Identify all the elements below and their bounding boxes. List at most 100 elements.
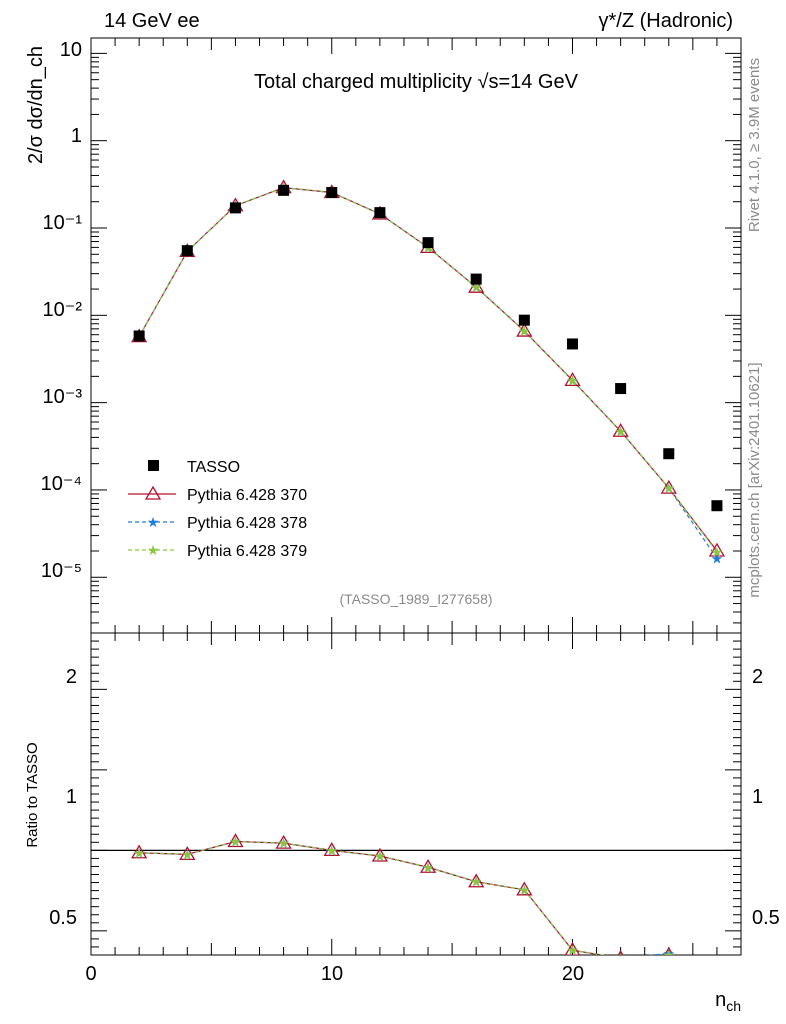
main-panel: 10 1 10⁻¹ 10⁻² 10⁻³ 10⁻⁴ 10⁻⁵ 2/σ dσ/dn_… — [25, 37, 742, 634]
ratio-marker-star: ★ — [470, 874, 483, 890]
ratio-marker-star: ★ — [662, 945, 675, 961]
ratio-y-tick-label-1: 1 — [66, 786, 77, 808]
tasso-data-point — [374, 207, 386, 219]
ratio-marker-370 — [468, 873, 485, 888]
main-y-axis-label: 2/σ dσ/dn_ch — [25, 46, 47, 164]
y-tick-label-1: 1 — [71, 125, 82, 147]
legend-label-378: Pythia 6.428 378 — [187, 515, 307, 532]
y-tick-label-0.01: 10⁻² — [43, 299, 83, 321]
tasso-data-point — [566, 338, 578, 350]
legend-marker-370 — [144, 485, 162, 500]
ratio-marker-370 — [371, 847, 389, 862]
ratio-marker-370 — [419, 858, 437, 873]
ratio-marker-star: ★ — [614, 950, 627, 966]
legend-entry-pythia-379: ★ Pythia 6.428 379 — [128, 542, 307, 560]
y-tick-label-0.1: 10⁻¹ — [43, 212, 83, 234]
ratio-series: ★ ★★ ★ ★ ★★★★★★ ★★ ★★ ★ ★ ★★★★★★ ★ — [131, 833, 675, 966]
legend-label-379: Pythia 6.428 379 — [187, 543, 307, 560]
marker-370-point — [468, 278, 485, 293]
tasso-data-point — [615, 383, 627, 395]
y-tick-label-1e-5: 10⁻⁵ — [41, 560, 82, 582]
ratio-marker-star: ★ — [229, 833, 242, 849]
marker-star-point: ★ — [518, 323, 531, 339]
ratio-y-tick-label-2: 2 — [66, 666, 77, 688]
marker-star-point: ★ — [711, 544, 724, 560]
ratio-y-tick-label-1-right: 1 — [752, 786, 763, 808]
marker-star-point: ★ — [614, 423, 627, 439]
ratio-marker-star: ★ — [181, 846, 194, 862]
ratio-line-2 — [139, 840, 672, 955]
ratio-marker-star: ★ — [470, 874, 483, 890]
tasso-data-point — [663, 448, 675, 460]
legend-marker-378: ★ — [147, 514, 160, 530]
marker-star-point: ★ — [711, 550, 724, 566]
ratio-marker-star: ★ — [518, 882, 531, 898]
tasso-data-point — [326, 187, 338, 199]
tasso-data-point — [422, 237, 434, 249]
tasso-data-point — [711, 500, 723, 512]
marker-370-point — [516, 322, 533, 337]
tasso-data-point — [181, 245, 193, 257]
marker-star-point: ★ — [662, 480, 675, 496]
tasso-data-point — [518, 314, 530, 326]
legend-entry-pythia-370: Pythia 6.428 370 — [128, 485, 307, 504]
legend-entry-pythia-378: ★ Pythia 6.428 378 — [128, 514, 307, 532]
ratio-marker-star: ★ — [181, 846, 194, 862]
ratio-marker-star: ★ — [229, 833, 242, 849]
ratio-marker-star: ★ — [374, 848, 387, 864]
tasso-data-point — [470, 273, 482, 285]
tasso-data-point — [278, 184, 290, 196]
legend-label-370: Pythia 6.428 370 — [187, 487, 307, 504]
y-tick-label-1e-4: 10⁻⁴ — [41, 473, 82, 495]
ratio-marker-star: ★ — [422, 859, 435, 875]
marker-star-point: ★ — [662, 480, 675, 496]
mcplots-annotation: mcplots.cern.ch [arXiv:2401.10621] — [746, 362, 763, 597]
rivet-annotation: Rivet 4.1.0, ≥ 3.9M events — [746, 58, 763, 232]
ratio-axis-ticks — [90, 632, 741, 955]
ratio-marker-star: ★ — [566, 942, 579, 958]
ratio-marker-star: ★ — [277, 835, 290, 851]
tasso-data-point — [133, 330, 145, 342]
main-axis-ticks — [90, 38, 741, 633]
ratio-marker-370 — [227, 833, 244, 848]
x-axis-label: nch — [715, 989, 741, 1014]
legend-marker-tasso — [148, 460, 159, 471]
x-tick-label-20: 20 — [562, 963, 584, 985]
y-tick-label-10: 10 — [60, 39, 82, 61]
header-left: 14 GeV ee — [104, 10, 200, 32]
legend: TASSO Pythia 6.428 370 ★ Pythia 6.428 37… — [128, 459, 307, 560]
ratio-panel: 2 1 0.5 2 1 0.5 Ratio to TASSO 0 10 20 n… — [24, 632, 780, 1014]
marker-star-point: ★ — [566, 372, 579, 388]
marker-370-point — [660, 479, 677, 494]
ratio-marker-370 — [275, 834, 292, 849]
x-tick-label-0: 0 — [85, 963, 96, 985]
ratio-marker-370 — [179, 846, 196, 861]
ratio-marker-star: ★ — [133, 845, 146, 861]
main-y-tick-labels: 10 1 10⁻¹ 10⁻² 10⁻³ 10⁻⁴ 10⁻⁵ — [41, 39, 83, 582]
marker-370-point — [708, 542, 726, 557]
header-right: γ*/Z (Hadronic) — [599, 10, 733, 32]
ratio-marker-370 — [663, 946, 674, 955]
tasso-data-point — [229, 202, 241, 214]
y-tick-label-0.001: 10⁻³ — [43, 386, 83, 408]
ratio-marker-370 — [564, 941, 581, 955]
ratio-y-tick-label-2-right: 2 — [752, 666, 763, 688]
ratio-marker-star: ★ — [277, 835, 290, 851]
ratio-marker-star: ★ — [518, 882, 531, 898]
marker-star-point: ★ — [614, 423, 627, 439]
marker-star-point: ★ — [566, 372, 579, 388]
chart-title: Total charged multiplicity √s=14 GeV — [254, 71, 579, 93]
ratio-marker-star: ★ — [614, 950, 627, 966]
ratio-marker-star: ★ — [325, 842, 338, 858]
ratio-marker-star: ★ — [422, 859, 435, 875]
ratio-y-tick-label-0.5: 0.5 — [49, 907, 77, 929]
ratio-marker-star: ★ — [133, 845, 146, 861]
analysis-watermark: (TASSO_1989_I277658) — [339, 591, 492, 607]
marker-370-point — [564, 372, 581, 386]
x-tick-label-10: 10 — [321, 963, 343, 985]
legend-entry-tasso: TASSO — [148, 459, 240, 476]
ratio-marker-370 — [323, 842, 340, 856]
marker-star-point: ★ — [518, 323, 531, 339]
main-series: ★★★★★★★★★★★★★★★★★★★★★★★★★★ — [131, 179, 726, 566]
